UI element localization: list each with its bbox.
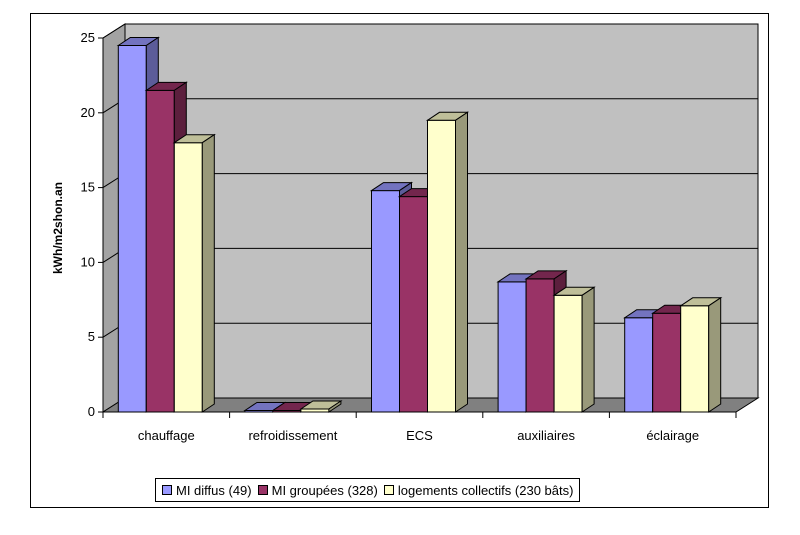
bar-side — [201, 133, 215, 413]
bar-front — [525, 278, 555, 413]
legend-swatch — [383, 485, 394, 495]
legend: MI diffus (49) MI groupées (328) logements… — [155, 478, 581, 502]
x-tick-labels: chauffage refroidissement ECS auxiliaires éc… — [138, 428, 699, 443]
bar-front — [173, 142, 203, 413]
y-tick-label: 25 — [81, 30, 95, 45]
bar-front — [680, 305, 710, 413]
bar-front — [427, 119, 456, 413]
bar-front — [117, 44, 147, 413]
x-tick-label: ECS — [406, 428, 433, 443]
legend-swatch — [257, 485, 268, 495]
bar — [299, 400, 343, 413]
y-tick-labels: 0 5 10 15 20 25 — [81, 30, 95, 419]
legend-item: MI diffus (49) — [162, 483, 252, 498]
bar-front — [399, 196, 428, 413]
x-tick-label: éclairage — [646, 428, 699, 443]
gridline — [102, 23, 758, 39]
y-tick-label: 0 — [88, 404, 95, 419]
x-tick-label: auxiliaires — [517, 428, 575, 443]
y-tick-label: 20 — [81, 105, 95, 120]
bar-front — [652, 312, 682, 413]
bar — [679, 296, 723, 413]
legend-item: MI groupées (328) — [257, 482, 378, 498]
bar-side — [328, 400, 342, 413]
y-axis-label: kWh/m2shon.an — [51, 182, 65, 274]
bar-front — [497, 281, 527, 413]
bar — [552, 286, 596, 413]
y-tick-label: 10 — [81, 254, 95, 269]
bar-front — [624, 317, 654, 413]
legend-swatch — [162, 485, 172, 495]
legend-label: MI groupées (328) — [271, 482, 378, 498]
bar-side — [708, 296, 722, 413]
bar-front — [371, 190, 400, 413]
bar — [172, 133, 216, 413]
bars — [116, 36, 723, 413]
legend-item: logements collectifs (230 bâts) — [383, 482, 574, 498]
bar-side — [455, 111, 468, 413]
bar-front — [145, 89, 175, 413]
legend-label: MI diffus (49) — [176, 482, 252, 498]
x-tick-label: refroidissement — [248, 428, 337, 443]
bar-side — [581, 286, 595, 413]
y-tick-label: 15 — [81, 180, 95, 195]
y-tick-label: 5 — [88, 329, 95, 344]
bar — [425, 111, 470, 413]
bar-front — [553, 294, 583, 413]
legend-label: logements collectifs (230 bâts) — [397, 482, 574, 498]
x-tick-label: chauffage — [138, 428, 195, 443]
